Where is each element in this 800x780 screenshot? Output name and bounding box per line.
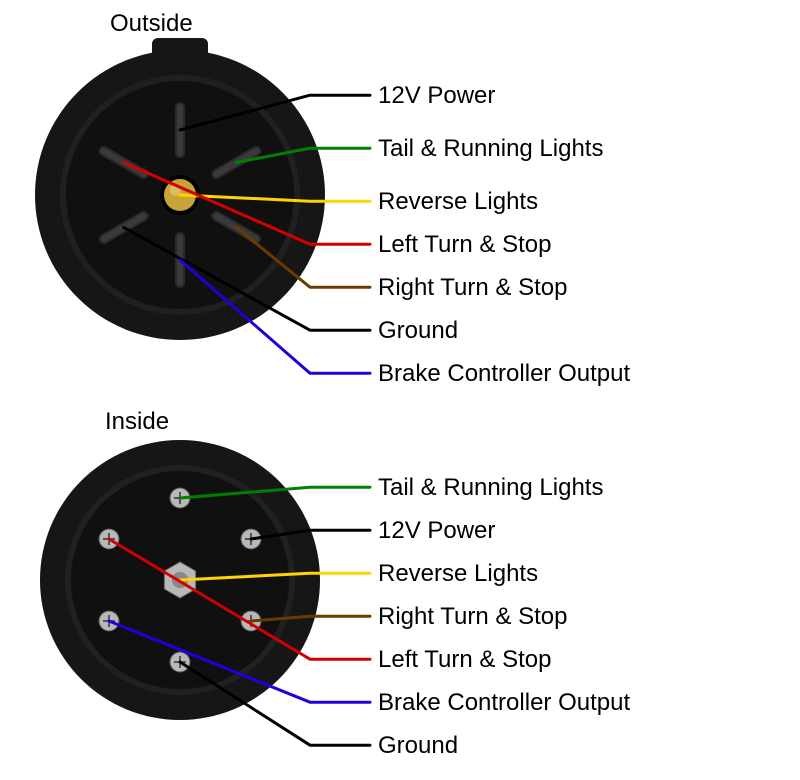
inside-label-12v: 12V Power (378, 517, 495, 545)
outside-label-left: Left Turn & Stop (378, 231, 551, 259)
outside-label-ground: Ground (378, 317, 458, 345)
outside-label-reverse: Reverse Lights (378, 188, 538, 216)
inside-label-right: Right Turn & Stop (378, 603, 567, 631)
inside-title: Inside (105, 408, 169, 436)
inside-label-ground: Ground (378, 732, 458, 760)
outside-label-tail: Tail & Running Lights (378, 135, 603, 163)
inside-label-tail: Tail & Running Lights (378, 474, 603, 502)
outside-label-right: Right Turn & Stop (378, 274, 567, 302)
outside-label-brake: Brake Controller Output (378, 360, 630, 388)
inside-label-left: Left Turn & Stop (378, 646, 551, 674)
outside-label-12v: 12V Power (378, 82, 495, 110)
inside-label-reverse: Reverse Lights (378, 560, 538, 588)
outside-title: Outside (110, 10, 193, 38)
inside-label-brake: Brake Controller Output (378, 689, 630, 717)
